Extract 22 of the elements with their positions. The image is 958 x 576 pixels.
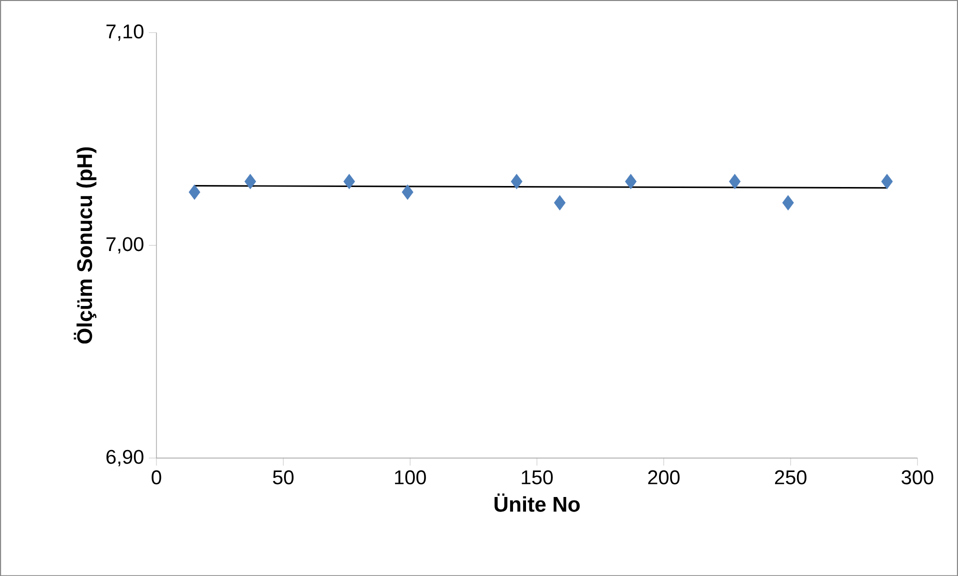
x-tick-label: 50 (272, 470, 294, 484)
x-axis-title: Ünite No (494, 493, 580, 512)
point (554, 195, 566, 210)
x-tick-label: 200 (648, 470, 680, 484)
x-tick-label: 100 (395, 470, 426, 484)
y-axis-title: Ölçüm Sonucu (pH) (74, 147, 96, 344)
y-tick-label: 7,00 (106, 236, 144, 254)
point (729, 174, 741, 189)
point (881, 174, 893, 189)
x-tick-label: 0 (152, 470, 162, 484)
point (782, 195, 794, 210)
y-tick-label: 7,10 (106, 24, 144, 41)
point (625, 174, 637, 189)
point (402, 184, 414, 200)
x-tick-label: 150 (522, 470, 553, 484)
point (343, 174, 355, 189)
point (510, 174, 522, 189)
y-tick-label: 6,90 (106, 450, 144, 466)
point (188, 184, 200, 200)
x-tick-label: 300 (902, 470, 934, 484)
point (244, 174, 256, 189)
x-tick-label: 250 (775, 470, 806, 484)
